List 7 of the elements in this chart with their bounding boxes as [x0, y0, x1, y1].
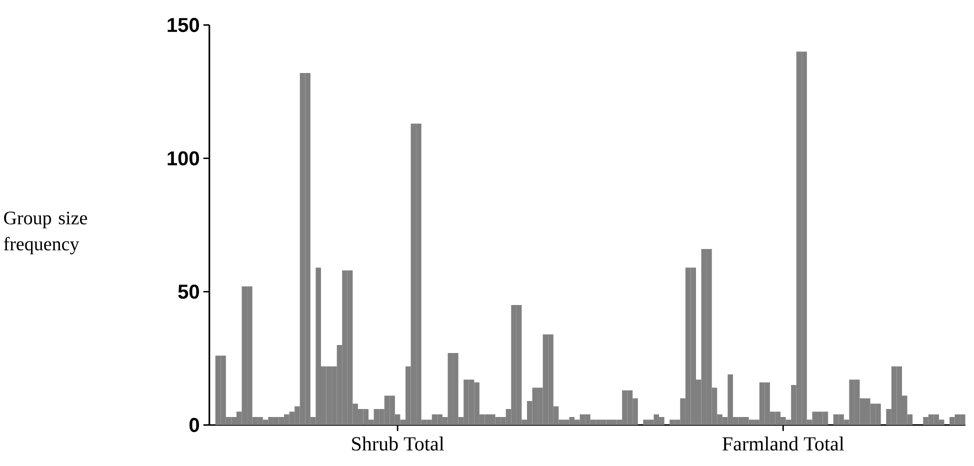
x-tick-label: Farmland Total [722, 436, 844, 451]
y-tick-label: 150 [168, 18, 199, 32]
y-tick-label: 0 [189, 418, 200, 432]
y-axis-title: Group size frequency [4, 212, 88, 254]
y-tick-label: 100 [168, 151, 199, 166]
x-tick-label: Shrub Total [352, 436, 444, 451]
y-tick-label: 50 [178, 284, 200, 299]
